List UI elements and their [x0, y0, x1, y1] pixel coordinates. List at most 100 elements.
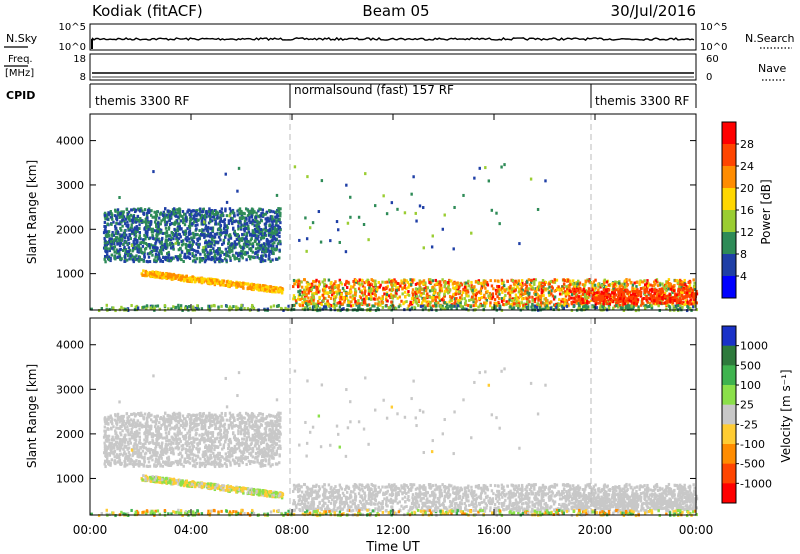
power-cell — [256, 255, 259, 259]
power-cell — [311, 293, 314, 297]
power-cell — [407, 283, 411, 287]
power-cell — [409, 300, 412, 304]
power-cell — [625, 284, 629, 288]
power-cell — [134, 238, 137, 242]
power-cell — [147, 228, 150, 232]
power-cell — [184, 256, 188, 260]
power-cell — [106, 240, 109, 244]
power-cell — [232, 231, 236, 235]
power-cell — [137, 250, 141, 254]
power-cell — [129, 226, 133, 230]
power-cell — [564, 294, 568, 298]
power-cell — [304, 306, 307, 310]
power-cell — [386, 280, 389, 284]
power-cell — [268, 256, 271, 260]
power-cell — [204, 224, 208, 228]
power-cell — [596, 301, 600, 305]
power-cell — [114, 224, 117, 228]
power-cell — [376, 285, 380, 289]
power-cell — [229, 216, 233, 220]
power-cell — [235, 234, 238, 238]
power-cell — [231, 246, 234, 250]
power-cell — [524, 303, 528, 307]
power-cell — [577, 297, 581, 301]
power-cell — [600, 284, 604, 288]
power-cell — [214, 240, 218, 244]
power-cell — [626, 297, 629, 301]
power-cell — [269, 244, 273, 248]
power-cell — [634, 299, 637, 303]
power-cell — [274, 290, 277, 294]
power-cell — [145, 307, 148, 311]
power-cell — [132, 260, 135, 264]
power-cell — [116, 230, 120, 234]
power-cell — [357, 281, 361, 285]
power-cell — [673, 284, 676, 288]
power-cell — [164, 223, 167, 227]
power-cell — [268, 289, 272, 293]
power-cell — [624, 288, 627, 292]
power-cell — [134, 216, 137, 220]
power-cell — [149, 251, 152, 255]
power-cell — [192, 216, 195, 220]
power-cell — [368, 286, 371, 290]
power-cell — [109, 259, 112, 263]
power-cell — [190, 222, 194, 226]
power-cell — [191, 254, 194, 258]
power-cell — [486, 289, 489, 293]
power-cell — [127, 241, 131, 245]
colorbar-swatch — [722, 122, 736, 145]
power-cell — [246, 245, 249, 249]
power-cell — [132, 215, 136, 219]
power-cell — [171, 212, 175, 216]
power-cell — [268, 223, 272, 227]
power-cell — [325, 291, 328, 295]
power-cell — [519, 302, 522, 306]
power-cell — [170, 212, 173, 216]
noise-right-tick-top: 10^5 — [700, 22, 727, 33]
power-cell — [250, 287, 253, 291]
power-cell — [356, 302, 359, 306]
power-cell — [154, 252, 158, 256]
velocity-cell — [618, 490, 621, 494]
power-cell — [132, 255, 135, 259]
power-cell — [491, 306, 494, 310]
power-cell — [512, 286, 515, 290]
power-cell — [347, 301, 350, 305]
power-cell — [482, 284, 486, 288]
power-cell — [660, 302, 663, 306]
power-cell — [215, 278, 218, 282]
power-cell — [456, 304, 459, 308]
power-cell — [142, 269, 145, 273]
power-cell — [138, 230, 142, 234]
power-cell — [109, 256, 112, 260]
power-cell — [538, 282, 541, 286]
power-cell — [112, 220, 115, 224]
power-cell — [273, 229, 277, 233]
power-cell — [565, 290, 569, 294]
power-cell — [214, 219, 217, 223]
power-cell — [490, 297, 494, 301]
power-cell — [162, 210, 165, 214]
power-cell — [532, 304, 535, 308]
power-cell — [406, 307, 409, 311]
power-cell — [433, 287, 436, 291]
power-cell — [108, 307, 111, 311]
power-cell — [160, 219, 163, 223]
power-cell — [103, 214, 107, 218]
power-cell — [218, 247, 221, 251]
power-cell — [531, 298, 534, 302]
power-cell — [247, 230, 251, 234]
power-cell — [199, 252, 202, 256]
power-cell — [261, 248, 264, 252]
power-cell — [407, 290, 410, 294]
power-cell — [456, 298, 460, 302]
power-cell — [574, 287, 577, 291]
power-cell — [443, 285, 447, 289]
power-cell — [207, 307, 210, 311]
power-cell — [177, 303, 180, 307]
power-cell — [224, 247, 228, 251]
power-cell — [169, 259, 173, 263]
power-cell — [431, 287, 434, 291]
power-cell — [213, 243, 216, 247]
